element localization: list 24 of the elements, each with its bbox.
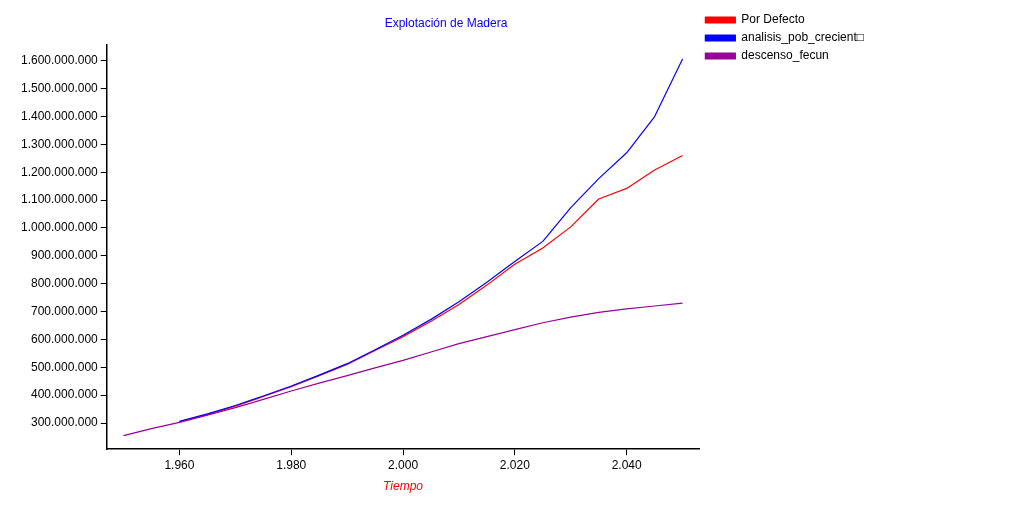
x-axis-title: Tiempo (383, 479, 424, 494)
legend-label: descenso_fecun (741, 48, 829, 63)
x-tick-label: 2.000 (388, 457, 419, 472)
y-tick-label: 1.200.000.000 (20, 164, 99, 179)
x-tick-label: 2.040 (611, 457, 643, 472)
y-tick-label: 700.000.000 (31, 303, 99, 318)
legend-label: Por Defecto (741, 12, 806, 27)
y-tick-label: 400.000.000 (31, 387, 99, 402)
y-tick-label: 1.100.000.000 (20, 192, 99, 207)
y-tick-label: 300.000.000 (31, 415, 99, 430)
y-tick-label: 1.600.000.000 (20, 53, 99, 68)
y-tick-label: 800.000.000 (31, 276, 99, 291)
y-tick-label: 1.300.000.000 (20, 136, 99, 151)
y-tick-label: 600.000.000 (31, 331, 99, 346)
y-tick-label: 1.500.000.000 (20, 81, 99, 96)
y-tick-label: 1.400.000.000 (20, 108, 99, 123)
y-tick-label: 900.000.000 (31, 248, 99, 263)
x-tick-label: 2.020 (499, 457, 531, 472)
x-tick-label: 1.980 (276, 457, 307, 472)
x-tick-label: 1.960 (164, 457, 195, 472)
legend-label: analisis_pob_crecient□ (741, 30, 864, 45)
chart-title: Explotación de Madera (384, 15, 508, 30)
y-tick-label: 1.000.000.000 (20, 220, 99, 235)
y-tick-label: 500.000.000 (31, 359, 99, 374)
